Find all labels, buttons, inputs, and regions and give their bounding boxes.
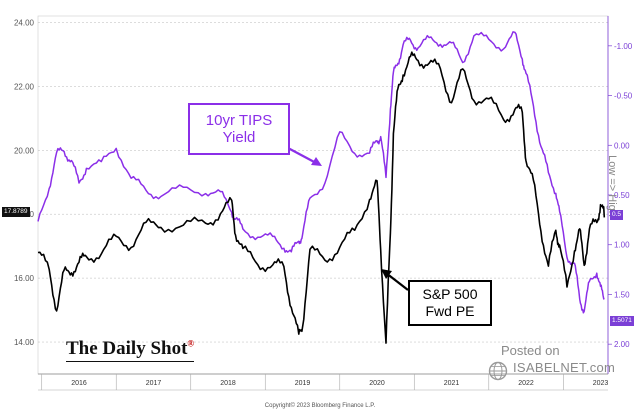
x-tick-label: 2017 xyxy=(146,380,162,387)
left-last-value-flag: 17.8789 xyxy=(2,207,30,217)
left-tick-label: 16.00 xyxy=(14,274,35,283)
sp500-annotation-box: S&P 500 Fwd PE xyxy=(408,280,492,326)
series-lines xyxy=(37,31,606,344)
right-tick-label: 0.00 xyxy=(614,141,630,150)
tips-annotation-arrowhead xyxy=(311,157,322,166)
right-last-value-flag: 1.5071 xyxy=(610,316,634,326)
gridlines xyxy=(38,22,608,343)
globe-icon xyxy=(488,361,508,381)
posted-on-text: Posted on xyxy=(501,343,560,358)
daily-shot-logo: The Daily Shot® xyxy=(66,338,195,362)
right-tick-label: 1.50 xyxy=(614,290,630,299)
left-tick-label: 14.00 xyxy=(14,338,35,347)
x-axis: 2016 2017 2018 2019 2020 2021 2022 2023 xyxy=(38,373,609,391)
registered-mark: ® xyxy=(187,338,195,349)
tips-annotation-box: 10yr TIPS Yield xyxy=(188,103,290,155)
tips-annotation-line2: Yield xyxy=(222,129,256,146)
left-tick-label: 22.00 xyxy=(14,82,35,91)
right-axis-label: Low => High xyxy=(606,155,618,217)
left-tick-label: 24.00 xyxy=(14,18,35,27)
x-tick-label: 2019 xyxy=(295,380,311,387)
tips-annotation-line1: 10yr TIPS xyxy=(205,112,273,129)
sp500-annotation-line2: Fwd PE xyxy=(425,303,475,319)
copyright-text: Copyright© 2023 Bloomberg Finance L.P. xyxy=(264,403,376,409)
x-tick-label: 2022 xyxy=(518,380,534,387)
annotation-arrows xyxy=(287,147,409,291)
sp500-annotation-line1: S&P 500 xyxy=(422,286,478,302)
right-tick-label: 0.50 xyxy=(614,191,630,200)
left-tick-label: 20.00 xyxy=(14,146,35,155)
plot-frame xyxy=(37,15,609,375)
tips-annotation-arrow xyxy=(287,147,319,165)
right-tick-label: 2.00 xyxy=(614,340,630,349)
isabelnet-site-text: ISABELNET.com xyxy=(513,360,616,375)
right-upper-value-flag: 0.5 xyxy=(610,210,624,220)
x-tick-label: 2021 xyxy=(444,380,460,387)
logo-text: The Daily Shot xyxy=(66,338,188,359)
sp-annotation-arrow xyxy=(385,272,409,291)
right-tick-label: -0.50 xyxy=(614,92,633,101)
right-tick-label: 1.00 xyxy=(614,241,630,250)
x-tick-label: 2018 xyxy=(220,380,236,387)
sp500-fwd-pe-line xyxy=(37,51,606,344)
right-axis: -1.00 -0.50 0.00 0.50 1.00 1.50 2.00 xyxy=(607,16,633,374)
sp-annotation-arrowhead xyxy=(381,269,392,279)
tips-yield-line xyxy=(37,31,605,314)
right-tick-label: -1.00 xyxy=(614,42,633,51)
x-tick-label: 2023 xyxy=(593,380,609,387)
x-tick-label: 2016 xyxy=(71,380,87,387)
x-tick-label: 2020 xyxy=(369,380,385,387)
